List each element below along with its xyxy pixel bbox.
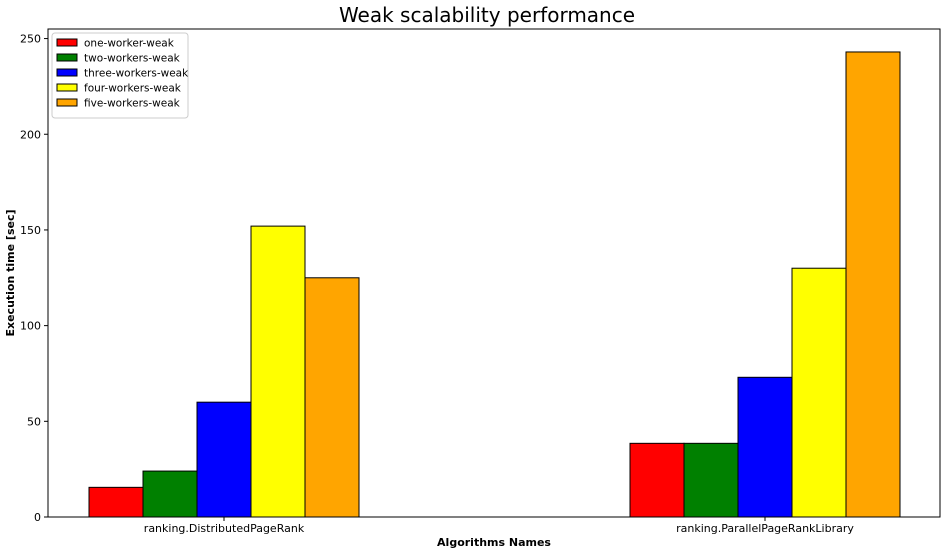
bar-two-workers-weak-1: [142, 470, 198, 518]
legend-label-three-workers-weak: three-workers-weak: [84, 68, 189, 80]
legend-label-two-workers-weak: two-workers-weak: [84, 53, 181, 65]
bar-five-workers-weak-1: [304, 277, 360, 518]
bar-four-workers-weak-2: [791, 267, 847, 518]
bar-two-workers-weak-2: [683, 442, 739, 518]
y-tick-label: 50: [27, 415, 41, 428]
x-axis-ticks: ranking.DistributedPageRank ranking.Paral…: [144, 517, 854, 535]
bar-one-worker-weak-2: [629, 442, 685, 518]
x-axis-label: Algorithms Names: [437, 536, 551, 549]
y-tick-label: 250: [20, 33, 41, 46]
legend-box: [51, 32, 189, 119]
x-tick-label: ranking.DistributedPageRank: [144, 522, 305, 535]
bar-four-workers-weak-1: [250, 225, 306, 518]
legend-swatch-two-workers-weak: [56, 53, 78, 62]
bars-group: [88, 51, 901, 518]
y-axis-label: Execution time [sec]: [4, 209, 17, 336]
legend-swatch-five-workers-weak: [56, 98, 78, 107]
legend-swatch-four-workers-weak: [56, 83, 78, 92]
bar-five-workers-weak-2: [845, 51, 901, 518]
legend-label-five-workers-weak: five-workers-weak: [84, 98, 181, 110]
legend-label-four-workers-weak: four-workers-weak: [84, 83, 182, 95]
bar-three-workers-weak-1: [196, 401, 252, 518]
chart-title: Weak scalability performance: [339, 3, 635, 27]
legend-swatch-one-worker-weak: [56, 38, 78, 47]
legend-swatch-three-workers-weak: [56, 68, 78, 77]
bar-three-workers-weak-2: [737, 376, 793, 518]
y-tick-label: 150: [20, 224, 41, 237]
plot-frame: [47, 28, 941, 518]
y-tick-label: 100: [20, 320, 41, 333]
bar-one-worker-weak-1: [88, 486, 144, 518]
y-axis-ticks: 0 50 100 150 200 250: [20, 33, 48, 524]
x-tick-label: ranking.ParallelPageRankLibrary: [676, 522, 854, 535]
legend-label-one-worker-weak: one-worker-weak: [84, 38, 175, 50]
y-tick-label: 200: [20, 128, 41, 141]
y-tick-label: 0: [34, 511, 41, 524]
legend: one-worker-weak two-workers-weak three-wor…: [51, 32, 189, 119]
